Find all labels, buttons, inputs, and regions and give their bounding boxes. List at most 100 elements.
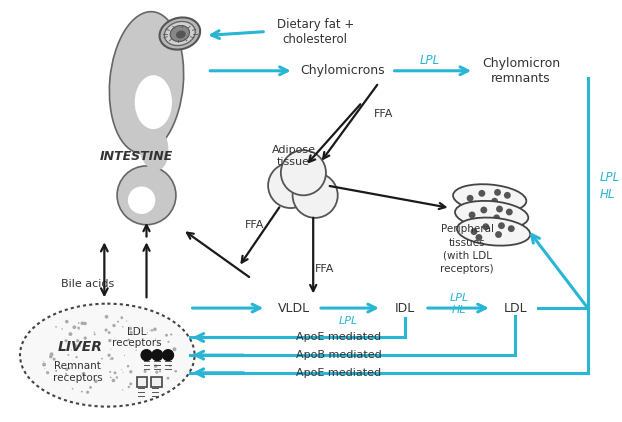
Circle shape: [154, 384, 158, 387]
Circle shape: [128, 327, 132, 330]
Circle shape: [475, 234, 482, 241]
Text: IDL: IDL: [395, 302, 415, 314]
Circle shape: [281, 150, 326, 195]
Ellipse shape: [176, 30, 186, 38]
Circle shape: [129, 382, 132, 385]
Circle shape: [471, 201, 478, 208]
Circle shape: [116, 376, 118, 379]
Circle shape: [498, 222, 505, 229]
Text: FFA: FFA: [244, 220, 264, 230]
Circle shape: [155, 338, 156, 340]
Text: HL: HL: [452, 305, 466, 315]
Circle shape: [110, 376, 111, 378]
Circle shape: [71, 349, 72, 351]
Circle shape: [122, 326, 124, 327]
Circle shape: [128, 386, 130, 388]
Circle shape: [153, 327, 157, 331]
Circle shape: [156, 358, 159, 361]
Circle shape: [94, 379, 98, 383]
Circle shape: [174, 370, 177, 373]
Circle shape: [495, 231, 502, 238]
Circle shape: [44, 368, 45, 369]
Circle shape: [504, 192, 511, 199]
Circle shape: [268, 163, 313, 208]
Circle shape: [114, 371, 116, 374]
Circle shape: [128, 338, 130, 341]
Circle shape: [129, 331, 132, 334]
Circle shape: [80, 322, 84, 325]
Circle shape: [111, 357, 114, 360]
Circle shape: [62, 328, 63, 330]
Circle shape: [167, 377, 169, 380]
Circle shape: [112, 379, 115, 382]
Circle shape: [147, 332, 148, 333]
Circle shape: [167, 341, 170, 343]
Circle shape: [170, 333, 172, 335]
Circle shape: [73, 344, 77, 347]
Ellipse shape: [455, 201, 528, 229]
Circle shape: [165, 334, 168, 337]
Circle shape: [126, 341, 128, 342]
Circle shape: [86, 391, 89, 394]
Circle shape: [72, 325, 76, 329]
Ellipse shape: [20, 304, 195, 407]
Circle shape: [94, 333, 96, 335]
Ellipse shape: [453, 184, 526, 212]
Circle shape: [83, 322, 87, 325]
Circle shape: [108, 354, 111, 357]
Circle shape: [292, 173, 338, 218]
Circle shape: [129, 370, 132, 373]
Circle shape: [482, 223, 490, 230]
Circle shape: [74, 364, 75, 365]
Circle shape: [55, 370, 57, 372]
Text: LPL: LPL: [339, 316, 358, 326]
Circle shape: [149, 330, 151, 331]
Text: ApoE mediated: ApoE mediated: [295, 368, 381, 378]
Circle shape: [67, 354, 69, 356]
Circle shape: [136, 349, 137, 351]
Circle shape: [65, 368, 68, 371]
Circle shape: [123, 372, 124, 373]
Ellipse shape: [135, 75, 172, 129]
Ellipse shape: [109, 12, 183, 154]
Circle shape: [496, 206, 503, 212]
Circle shape: [466, 195, 473, 202]
Circle shape: [506, 208, 513, 215]
Circle shape: [110, 349, 111, 350]
Circle shape: [72, 388, 73, 390]
Circle shape: [81, 391, 83, 392]
Circle shape: [127, 365, 129, 368]
Circle shape: [172, 347, 177, 351]
Circle shape: [53, 357, 55, 361]
Ellipse shape: [160, 17, 200, 50]
Circle shape: [89, 386, 92, 389]
Circle shape: [468, 211, 475, 218]
Text: INTESTINE: INTESTINE: [100, 149, 174, 162]
Circle shape: [79, 345, 81, 347]
Circle shape: [159, 370, 161, 372]
Circle shape: [82, 372, 85, 376]
Circle shape: [141, 350, 152, 360]
Circle shape: [152, 354, 155, 357]
Text: Chylomicrons: Chylomicrons: [300, 64, 385, 77]
Circle shape: [77, 327, 80, 329]
Circle shape: [104, 328, 108, 332]
Circle shape: [154, 364, 157, 368]
Circle shape: [158, 342, 160, 344]
Circle shape: [117, 321, 119, 323]
Circle shape: [42, 362, 46, 367]
Circle shape: [73, 343, 76, 345]
Text: Chylomicron
remnants: Chylomicron remnants: [482, 57, 560, 85]
Ellipse shape: [164, 22, 195, 46]
Circle shape: [169, 363, 170, 365]
Circle shape: [49, 355, 53, 358]
Circle shape: [144, 370, 147, 373]
Ellipse shape: [128, 187, 156, 214]
Circle shape: [68, 332, 72, 336]
Ellipse shape: [138, 122, 169, 170]
Circle shape: [109, 358, 111, 360]
Circle shape: [508, 225, 514, 232]
Text: LDL
receptors: LDL receptors: [112, 327, 162, 348]
Circle shape: [78, 329, 80, 330]
Circle shape: [473, 217, 480, 224]
